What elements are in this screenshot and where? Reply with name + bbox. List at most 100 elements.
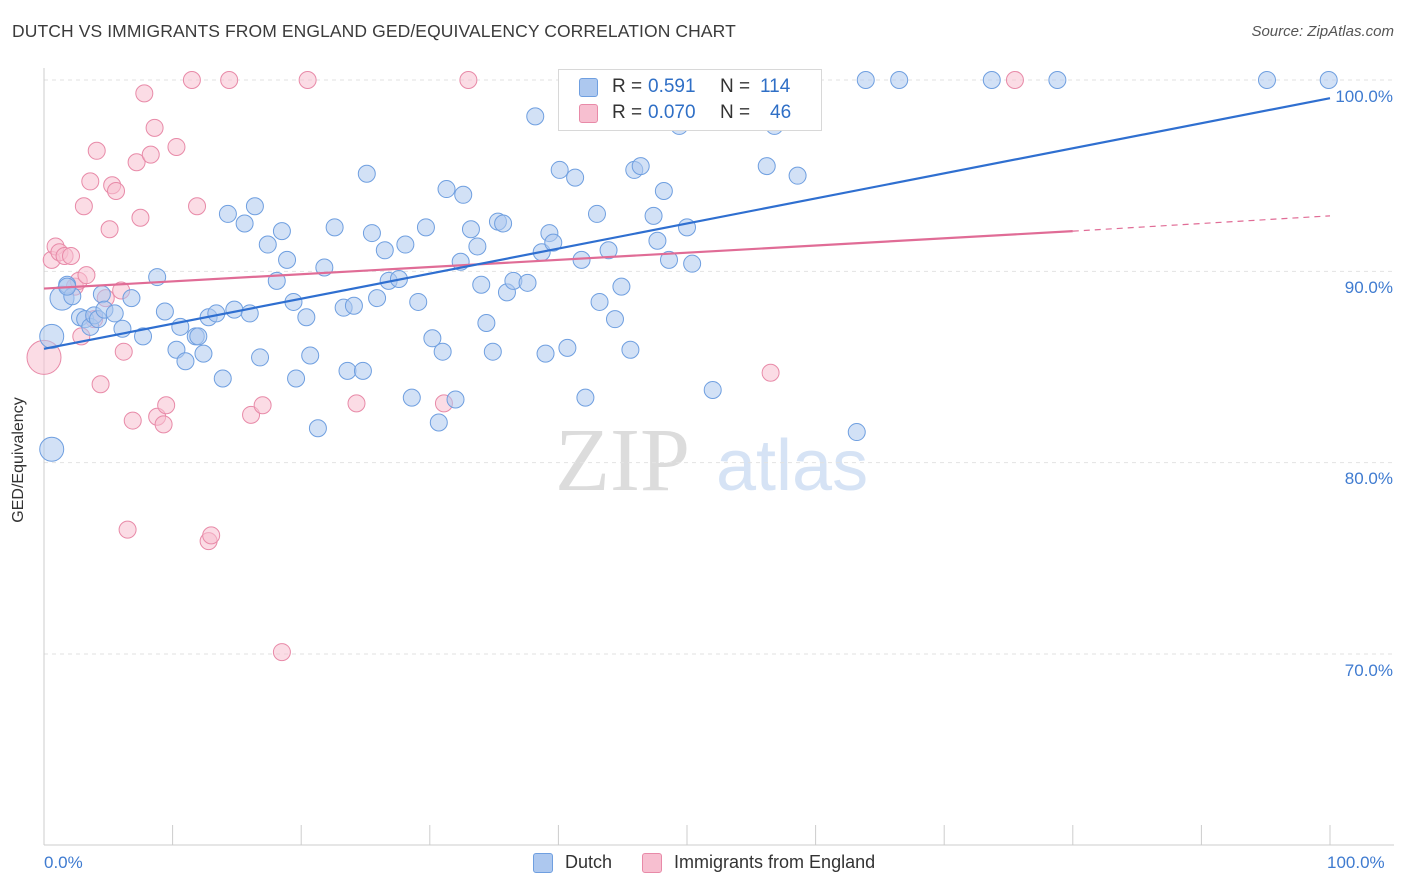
dutch-point: [344, 296, 363, 315]
england-points: [26, 71, 1024, 662]
dutch-point: [544, 233, 563, 252]
stats-legend: R = 0.591 N = 114 R = 0.070 N = 46: [558, 69, 822, 131]
england-trend-dashed: [1072, 215, 1331, 232]
england-point: [74, 197, 93, 216]
england-point: [220, 71, 239, 89]
dutch-point: [612, 277, 631, 296]
dutch-point: [576, 388, 595, 407]
dutch-point: [105, 304, 124, 323]
trend-lines: [43, 97, 1331, 350]
england-point: [157, 396, 176, 415]
dutch-point: [1257, 71, 1276, 89]
dutch-point: [122, 289, 141, 308]
england-point: [127, 153, 146, 172]
dutch-point: [644, 206, 663, 225]
chart-title: DUTCH VS IMMIGRANTS FROM ENGLAND GED/EQU…: [12, 21, 736, 41]
dutch-point: [92, 285, 111, 304]
england-point: [107, 181, 126, 200]
y-tick-label: 80.0%: [1344, 469, 1393, 488]
dutch-point: [402, 388, 421, 407]
dutch-point: [757, 157, 776, 176]
england-point: [182, 71, 201, 89]
dutch-point: [982, 71, 1001, 89]
england-point: [87, 141, 106, 160]
dutch-point: [587, 204, 606, 223]
england-point: [167, 137, 186, 156]
dutch-point: [890, 71, 909, 89]
dutch-point: [494, 214, 513, 233]
dutch-point: [357, 164, 376, 183]
grid-lines: [44, 79, 1394, 655]
dutch-point: [218, 204, 237, 223]
dutch-point: [1048, 71, 1067, 89]
england-point: [253, 396, 272, 415]
england-n-value: 46: [770, 102, 792, 123]
dutch-points: [39, 71, 1338, 462]
dutch-point: [338, 361, 357, 380]
dutch-point: [536, 344, 555, 363]
england-point: [459, 71, 478, 89]
dutch-point: [550, 160, 569, 179]
england-point: [761, 363, 780, 382]
watermark: ZIP atlas: [555, 411, 868, 510]
legend-item-england: Immigrants from England: [642, 852, 875, 873]
dutch-point: [483, 342, 502, 361]
watermark-atlas: atlas: [716, 426, 868, 506]
dutch-point: [258, 235, 277, 254]
dutch-point: [39, 436, 65, 462]
dutch-legend-swatch: [533, 852, 553, 873]
x-tick-label-min: 0.0%: [44, 853, 83, 872]
england-point: [91, 375, 110, 394]
england-point: [347, 394, 366, 413]
dutch-point: [683, 254, 702, 273]
dutch-point: [566, 168, 585, 187]
dutch-point: [518, 273, 537, 292]
england-point: [123, 411, 142, 430]
england-point: [154, 415, 173, 434]
dutch-point: [856, 71, 875, 89]
england-point: [77, 266, 96, 285]
dutch-point: [659, 250, 678, 269]
dutch-point: [194, 344, 213, 363]
dutch-point: [155, 302, 174, 321]
england-r-value: 0.070: [648, 102, 696, 123]
dutch-point: [472, 275, 491, 294]
england-point: [145, 118, 164, 137]
dutch-point: [631, 157, 650, 176]
dutch-point: [599, 241, 618, 260]
dutch-point: [189, 327, 208, 346]
dutch-point: [301, 346, 320, 365]
england-point: [1005, 71, 1024, 89]
dutch-point: [396, 235, 415, 254]
dutch-point: [429, 413, 448, 432]
legend-row-dutch: R = 0.591 N = 114: [579, 75, 790, 99]
series-legend: Dutch Immigrants from England: [533, 852, 905, 873]
legend-row-england: R = 0.070 N = 46: [579, 101, 791, 125]
england-point: [135, 84, 154, 103]
dutch-point: [308, 419, 327, 438]
dutch-point: [134, 327, 153, 346]
dutch-point: [176, 352, 195, 371]
dutch-point: [375, 241, 394, 260]
source-credit: Source: ZipAtlas.com: [1251, 23, 1394, 40]
england-r-label: R =: [612, 102, 643, 123]
dutch-point: [468, 237, 487, 256]
dutch-point: [446, 390, 465, 409]
england-point: [81, 172, 100, 191]
dutch-point: [297, 308, 316, 327]
england-point: [188, 197, 207, 216]
england-point: [141, 145, 160, 164]
watermark-zip: ZIP: [555, 411, 690, 510]
england-point: [242, 405, 261, 424]
dutch-point: [558, 338, 577, 357]
england-trend-line: [43, 230, 1073, 290]
dutch-n-value: 114: [760, 76, 791, 97]
dutch-point: [287, 369, 306, 388]
dutch-point: [362, 224, 381, 243]
england-legend-swatch: [642, 852, 663, 873]
dutch-point: [703, 380, 722, 399]
england-point: [114, 342, 133, 361]
y-tick-label: 70.0%: [1344, 661, 1393, 680]
england-point: [272, 643, 291, 662]
